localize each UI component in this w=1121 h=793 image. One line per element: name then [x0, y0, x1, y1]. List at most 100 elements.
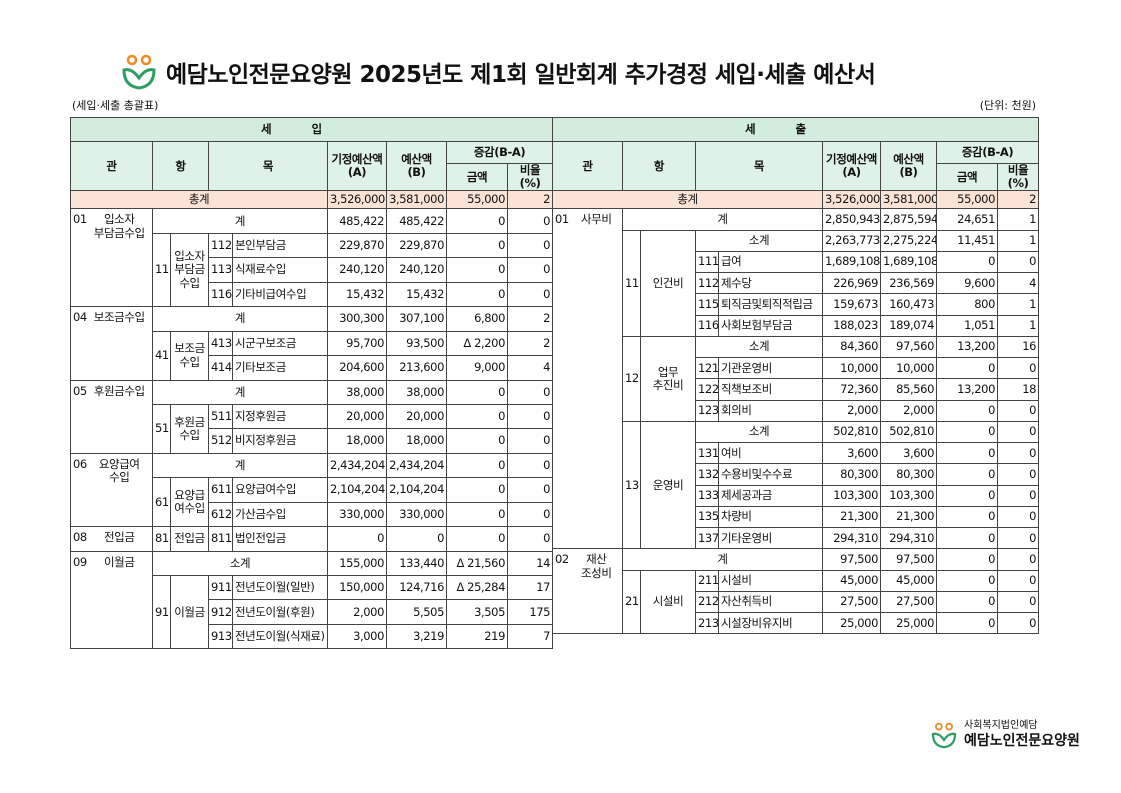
section-title: 세입 [69, 117, 554, 142]
subtotal-label: 소계 [695, 420, 823, 444]
cell-value: 800 [936, 293, 998, 316]
cell-value: 0 [446, 428, 508, 454]
unit: (단위: 천원) [979, 99, 1036, 112]
table-row: 512 비지정후원금 18,000 18,000 0 0 [71, 428, 554, 454]
gwan-name: 사무비 [570, 208, 623, 550]
cell-value: 0 [446, 403, 508, 430]
mok-name: 비지정후원금 [232, 428, 328, 454]
mok-name: 제수당 [718, 272, 823, 295]
cell-value: 4 [506, 355, 554, 381]
cell-value: 2,000 [327, 599, 387, 625]
mok-code: 414 [208, 355, 233, 381]
mok-name: 자산취득비 [718, 590, 823, 614]
cell-value: 3,505 [446, 599, 508, 625]
cell-value: 0 [936, 548, 998, 571]
cell-value: 17 [506, 574, 554, 601]
section-title: 세출 [551, 117, 1040, 142]
cell-value: Δ 25,284 [446, 574, 508, 601]
cell-value: 0 [936, 569, 998, 592]
cell-value: Δ 21,560 [446, 550, 508, 577]
cell-value: 294,310 [822, 527, 881, 550]
gwan-name: 이월금 [86, 550, 153, 650]
mok-code: 116 [695, 314, 719, 337]
cell-value: 502,810 [822, 420, 881, 444]
cell-value: 0 [936, 590, 998, 614]
table-row: 122 직책보조비 72,360 85,560 13,200 18 [553, 378, 1040, 401]
column-header: 예산액 (B) [386, 140, 447, 192]
table-row: 11 인건비 소계 2,263,773 2,275,224 11,451 1 [553, 229, 1040, 337]
cell-value: 6,800 [446, 306, 508, 332]
cell-value: 0 [506, 208, 554, 234]
cell-value: 189,074 [880, 314, 937, 337]
header-row: 관 항 목 기정예산액 (A) 예산액 (B) 증감(B-A) [70, 140, 554, 192]
cell-value: 25,000 [880, 612, 937, 635]
mok-code: 211 [695, 569, 719, 592]
cell-value: 0 [996, 442, 1040, 465]
hang-code: 21 [622, 569, 641, 635]
mok-code: 913 [208, 623, 233, 650]
hang-code: 51 [152, 403, 171, 454]
gwan-name: 재산 조성비 [570, 548, 623, 635]
cell-value: 0 [446, 477, 508, 503]
table-row: 08 전입금 81 전입금 811 법인전입금 0 0 0 0 [70, 526, 554, 552]
table-row: 61 요양급 여수입 611 요양급여수입 2,104,204 2,104,204 0 0 [71, 477, 554, 528]
total-label: 총계 [70, 190, 328, 210]
cell-value: Δ 2,200 [446, 330, 508, 357]
cell-value: 0 [446, 501, 508, 528]
cell-value: 0 [446, 208, 508, 234]
cell-value: 219 [446, 623, 508, 650]
cell-value: 204,600 [327, 355, 387, 381]
mok-name: 기타비급여수입 [232, 281, 328, 308]
gwan-code: 02 [552, 548, 571, 635]
cell-value: 3,526,000 [822, 190, 881, 210]
cell-value: 15,432 [327, 281, 387, 308]
cell-value: 307,100 [386, 306, 447, 332]
column-header: 금액 [446, 162, 508, 192]
mok-name: 요양급여수입 [232, 477, 328, 503]
column-header: 비율(%) [996, 162, 1040, 192]
cell-value: 2 [506, 330, 554, 357]
cell-value: 21,300 [822, 505, 881, 529]
cell-value: 0 [506, 281, 554, 308]
subtotal-label: 소계 [695, 229, 823, 252]
mok-name: 기타보조금 [232, 355, 328, 381]
table-row: 133 제세공과금 103,300 103,300 0 0 [553, 484, 1040, 507]
mok-name: 전년도이월(일반) [232, 574, 328, 601]
gwan-code: 08 [70, 526, 87, 552]
subtotal-label: 소계 [695, 335, 823, 359]
footer-text: 사회복지법인예담 예담노인전문요양원 [964, 720, 1080, 750]
column-header: 예산액 (B) [880, 140, 937, 192]
table-row: 213 시설장비유지비 25,000 25,000 0 0 [553, 612, 1040, 635]
cell-value: 103,300 [822, 484, 881, 507]
table-row: 06 요양급여 수입 계 2,434,204 2,434,204 0 0 [70, 452, 554, 528]
mok-name: 사회보험부담금 [718, 314, 823, 337]
mok-name: 기관운영비 [718, 357, 823, 380]
cell-value: 0 [506, 428, 554, 454]
cell-value: 5,505 [386, 599, 447, 625]
cell-value: 0 [506, 232, 554, 259]
cell-value: 160,473 [880, 293, 937, 316]
hang-name: 이월금 [170, 574, 209, 650]
cell-value: 13,200 [936, 378, 998, 401]
table-row: 135 차량비 21,300 21,300 0 0 [553, 505, 1040, 529]
mok-code: 911 [208, 574, 233, 601]
cell-value: 0 [996, 527, 1040, 550]
total-row: 총계 3,526,000 3,581,000 55,000 2 [70, 190, 554, 210]
mok-name: 전년도이월(식재료) [232, 623, 328, 650]
cell-value: 18,000 [386, 428, 447, 454]
hang-name: 시설비 [640, 569, 696, 635]
income-table: 세입 관 항 목 기정예산액 (A) 예산액 (B) 증감(B-A) 금액 비율(%) 총계 3,5… [69, 117, 554, 650]
expense-table: 세출 관 항 목 기정예산액 (A) 예산액 (B) 증감(B-A) 금액 비율(%) 총계 3,5… [551, 117, 1040, 635]
cell-value: 38,000 [327, 379, 387, 405]
mok-code: 132 [695, 463, 719, 486]
cell-value: 7 [506, 623, 554, 650]
cell-value: 95,700 [327, 330, 387, 357]
mok-name: 여비 [718, 442, 823, 465]
hang-name: 보조금 수입 [170, 330, 209, 381]
hang-code: 13 [622, 420, 641, 550]
cell-value: 0 [936, 357, 998, 380]
mok-name: 시설비 [718, 569, 823, 592]
cell-value: 84,360 [822, 335, 881, 359]
hang-code: 11 [622, 229, 641, 337]
column-header: 항 [152, 140, 209, 192]
